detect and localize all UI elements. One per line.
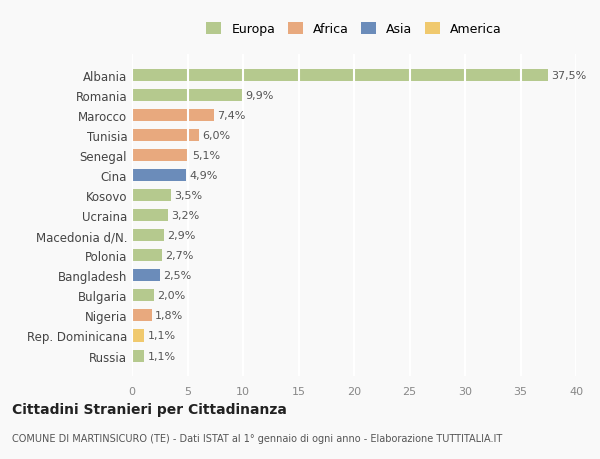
Bar [132, 150, 188, 162]
Text: 7,4%: 7,4% [217, 111, 246, 121]
Bar [132, 210, 167, 222]
Text: 2,5%: 2,5% [163, 271, 191, 281]
Text: 3,5%: 3,5% [174, 191, 202, 201]
Text: 6,0%: 6,0% [202, 131, 230, 141]
Text: 5,1%: 5,1% [192, 151, 220, 161]
Text: 1,1%: 1,1% [148, 331, 176, 341]
Bar [132, 190, 171, 202]
Bar [132, 290, 154, 302]
Bar [132, 70, 548, 82]
Bar [132, 90, 242, 102]
Legend: Europa, Africa, Asia, America: Europa, Africa, Asia, America [203, 20, 505, 40]
Bar [132, 330, 144, 342]
Bar [132, 130, 199, 142]
Text: 3,2%: 3,2% [171, 211, 199, 221]
Text: 37,5%: 37,5% [551, 71, 587, 81]
Text: 2,0%: 2,0% [158, 291, 186, 301]
Bar [132, 350, 144, 362]
Text: 2,7%: 2,7% [166, 251, 194, 261]
Text: 2,9%: 2,9% [167, 231, 196, 241]
Text: 4,9%: 4,9% [190, 171, 218, 181]
Text: 1,8%: 1,8% [155, 311, 184, 321]
Text: 1,1%: 1,1% [148, 351, 176, 361]
Bar [132, 110, 214, 122]
Text: COMUNE DI MARTINSICURO (TE) - Dati ISTAT al 1° gennaio di ogni anno - Elaborazio: COMUNE DI MARTINSICURO (TE) - Dati ISTAT… [12, 433, 502, 442]
Bar [132, 170, 187, 182]
Text: Cittadini Stranieri per Cittadinanza: Cittadini Stranieri per Cittadinanza [12, 402, 287, 416]
Bar [132, 230, 164, 242]
Bar [132, 270, 160, 282]
Bar [132, 250, 162, 262]
Text: 9,9%: 9,9% [245, 91, 274, 101]
Bar [132, 310, 152, 322]
